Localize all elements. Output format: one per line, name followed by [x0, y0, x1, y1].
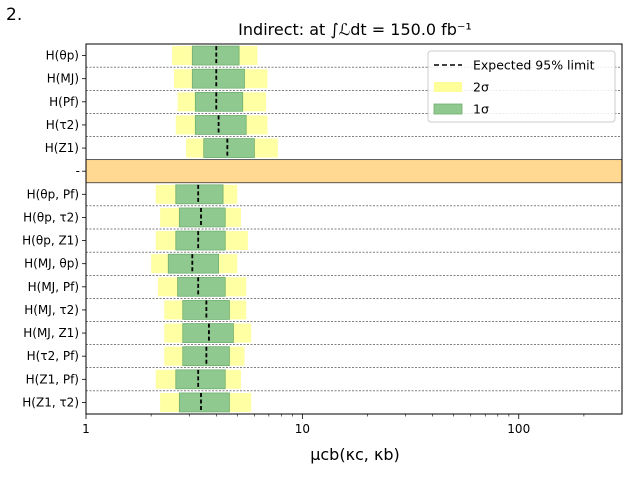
- panel-label: 2.: [6, 5, 23, 25]
- limit-row: [86, 184, 622, 207]
- x-axis-label: μcb(κc, κb): [310, 445, 400, 464]
- limit-row: [86, 207, 622, 230]
- one-sigma-band: [177, 276, 226, 297]
- y-tick-label: H(θp, τ2): [23, 210, 79, 224]
- y-tick-label: H(Z1, τ2): [22, 395, 79, 409]
- one-sigma-band: [178, 207, 226, 228]
- x-tick-label: 100: [507, 422, 530, 436]
- limit-row: [160, 392, 252, 413]
- y-tick-label: H(Z1): [45, 141, 79, 155]
- plot-frame: [85, 43, 623, 415]
- limit-row: [86, 300, 622, 322]
- group-separator-band: [85, 159, 623, 184]
- legend-label: 2σ: [473, 80, 489, 95]
- y-tick-label: H(τ2): [46, 118, 79, 132]
- y-tick-label: H(Pf): [49, 95, 79, 109]
- one-sigma-band: [194, 91, 244, 112]
- limit-row: [86, 45, 622, 68]
- legend-label: Expected 95% limit: [473, 58, 595, 73]
- one-sigma-band: [194, 115, 247, 135]
- limit-row: [186, 138, 278, 158]
- one-sigma-band: [203, 138, 255, 158]
- one-sigma-band: [175, 184, 224, 205]
- chart-title: Indirect: at ∫ℒdt = 150.0 fb⁻¹: [238, 20, 472, 39]
- y-tick-label: H(MJ, θp): [24, 257, 79, 271]
- legend-entry: Expected 95% limit: [434, 58, 595, 73]
- rows-layer: -: [76, 45, 623, 413]
- limit-row: [86, 91, 622, 114]
- legend-label: 1σ: [473, 102, 489, 117]
- y-tick-label: H(θp): [46, 49, 79, 63]
- legend: Expected 95% limit 2σ 1σ: [427, 50, 616, 123]
- legend-swatch-two-sigma: [434, 82, 462, 92]
- y-tick-label: H(MJ, Pf): [28, 280, 79, 294]
- one-sigma-band: [175, 369, 226, 390]
- y-tick-label: H(MJ, τ2): [24, 303, 79, 317]
- legend-swatch-one-sigma: [433, 103, 463, 115]
- axes-layer: H(θp) H(MJ) H(Pf) H(τ2) H(Z1) H(θp, Pf) H(θp, …: [22, 43, 623, 436]
- limit-row: [86, 230, 622, 253]
- one-sigma-band: [178, 392, 230, 413]
- y-tick-label: H(τ2, Pf): [27, 349, 79, 363]
- limit-row: [86, 323, 622, 345]
- one-sigma-band: [167, 253, 219, 274]
- y-tick-label: H(Z1, Pf): [26, 372, 79, 386]
- legend-entry: 1σ: [433, 102, 489, 117]
- limit-row: [86, 346, 622, 369]
- limit-row: [86, 253, 622, 276]
- y-tick-label: H(θp, Pf): [27, 187, 79, 201]
- y-tick-label: H(θp, Z1): [22, 234, 79, 248]
- y-tick-label: H(MJ): [47, 72, 79, 86]
- legend-entry: 2σ: [434, 80, 489, 95]
- x-tick-label: 1: [82, 422, 90, 436]
- limit-row: [86, 68, 622, 91]
- y-tick-label: H(MJ, Z1): [23, 326, 79, 340]
- one-sigma-band: [191, 68, 245, 89]
- one-sigma-band: [175, 230, 226, 251]
- limit-row: [86, 276, 622, 299]
- limit-row: [86, 369, 622, 392]
- limit-row: [86, 115, 622, 137]
- x-tick-label: 10: [295, 422, 310, 436]
- legend-box: [427, 50, 616, 123]
- separator-label: -: [76, 164, 80, 178]
